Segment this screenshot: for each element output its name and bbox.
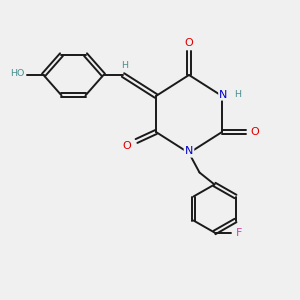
Text: N: N (185, 146, 193, 157)
Text: O: O (184, 38, 194, 48)
Text: HO: HO (10, 69, 24, 78)
Text: N: N (219, 89, 228, 100)
Text: O: O (250, 127, 259, 137)
Text: H: H (234, 90, 241, 99)
Text: O: O (122, 140, 131, 151)
Text: H: H (121, 61, 128, 70)
Text: F: F (236, 227, 242, 238)
